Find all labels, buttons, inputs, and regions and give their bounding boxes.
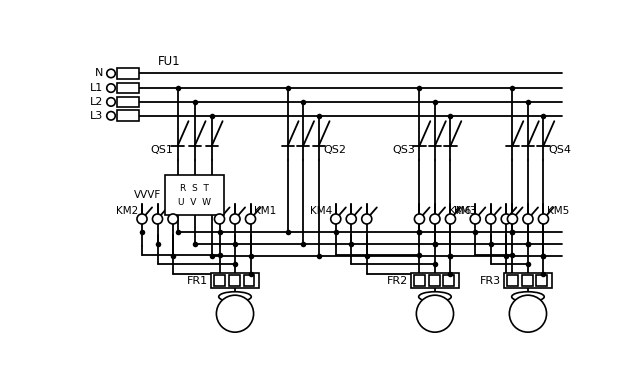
Text: L2: L2	[90, 97, 103, 107]
Text: FR1: FR1	[187, 275, 208, 286]
Text: M3: M3	[518, 307, 537, 320]
Bar	[411, 273, 459, 288]
Circle shape	[246, 214, 255, 224]
Bar	[429, 275, 440, 286]
Bar	[522, 275, 532, 286]
Circle shape	[470, 214, 480, 224]
Text: QS3: QS3	[392, 145, 415, 155]
Circle shape	[508, 214, 518, 224]
Text: L1: L1	[90, 83, 103, 93]
Circle shape	[430, 214, 440, 224]
Circle shape	[137, 214, 147, 224]
Circle shape	[107, 84, 115, 92]
Circle shape	[417, 295, 454, 332]
Text: FR3: FR3	[480, 275, 501, 286]
Text: M2: M2	[426, 307, 444, 320]
Text: FU1: FU1	[158, 54, 180, 67]
Bar	[117, 110, 139, 121]
Circle shape	[168, 214, 178, 224]
Bar	[117, 68, 139, 79]
Bar	[536, 275, 547, 286]
Circle shape	[230, 214, 240, 224]
Circle shape	[362, 214, 372, 224]
Bar	[507, 275, 518, 286]
Circle shape	[152, 214, 163, 224]
Text: QS1: QS1	[150, 145, 173, 155]
Circle shape	[214, 214, 225, 224]
Text: N: N	[95, 69, 103, 78]
Bar	[229, 275, 239, 286]
Circle shape	[509, 295, 547, 332]
Ellipse shape	[219, 292, 252, 302]
Text: U  V  W: U V W	[178, 197, 211, 207]
Text: VVVF: VVVF	[134, 190, 161, 200]
Text: KM1: KM1	[254, 206, 276, 216]
Circle shape	[501, 214, 511, 224]
Bar	[414, 275, 425, 286]
Circle shape	[107, 112, 115, 120]
Text: FR2: FR2	[387, 275, 408, 286]
Circle shape	[107, 98, 115, 106]
Bar	[214, 275, 225, 286]
Text: KM6: KM6	[449, 206, 472, 216]
Circle shape	[445, 214, 456, 224]
Bar	[504, 273, 552, 288]
Text: KM4: KM4	[310, 206, 332, 216]
Circle shape	[331, 214, 340, 224]
Ellipse shape	[419, 292, 451, 302]
Bar	[117, 96, 139, 107]
Circle shape	[107, 69, 115, 78]
Circle shape	[415, 214, 424, 224]
Bar	[444, 275, 454, 286]
Circle shape	[486, 214, 496, 224]
Text: M1: M1	[226, 307, 244, 320]
Circle shape	[538, 214, 548, 224]
Text: KM2: KM2	[116, 206, 138, 216]
Circle shape	[523, 214, 533, 224]
Bar	[244, 275, 254, 286]
Ellipse shape	[511, 292, 544, 302]
Text: QS2: QS2	[323, 145, 346, 155]
Text: QS4: QS4	[548, 145, 571, 155]
Bar	[117, 83, 139, 93]
Bar	[165, 175, 224, 215]
Circle shape	[346, 214, 356, 224]
Text: L3: L3	[90, 111, 103, 121]
Text: R  S  T: R S T	[180, 184, 209, 193]
Text: KM3: KM3	[454, 206, 477, 216]
Bar	[211, 273, 259, 288]
Circle shape	[216, 295, 253, 332]
Text: KM5: KM5	[547, 206, 570, 216]
